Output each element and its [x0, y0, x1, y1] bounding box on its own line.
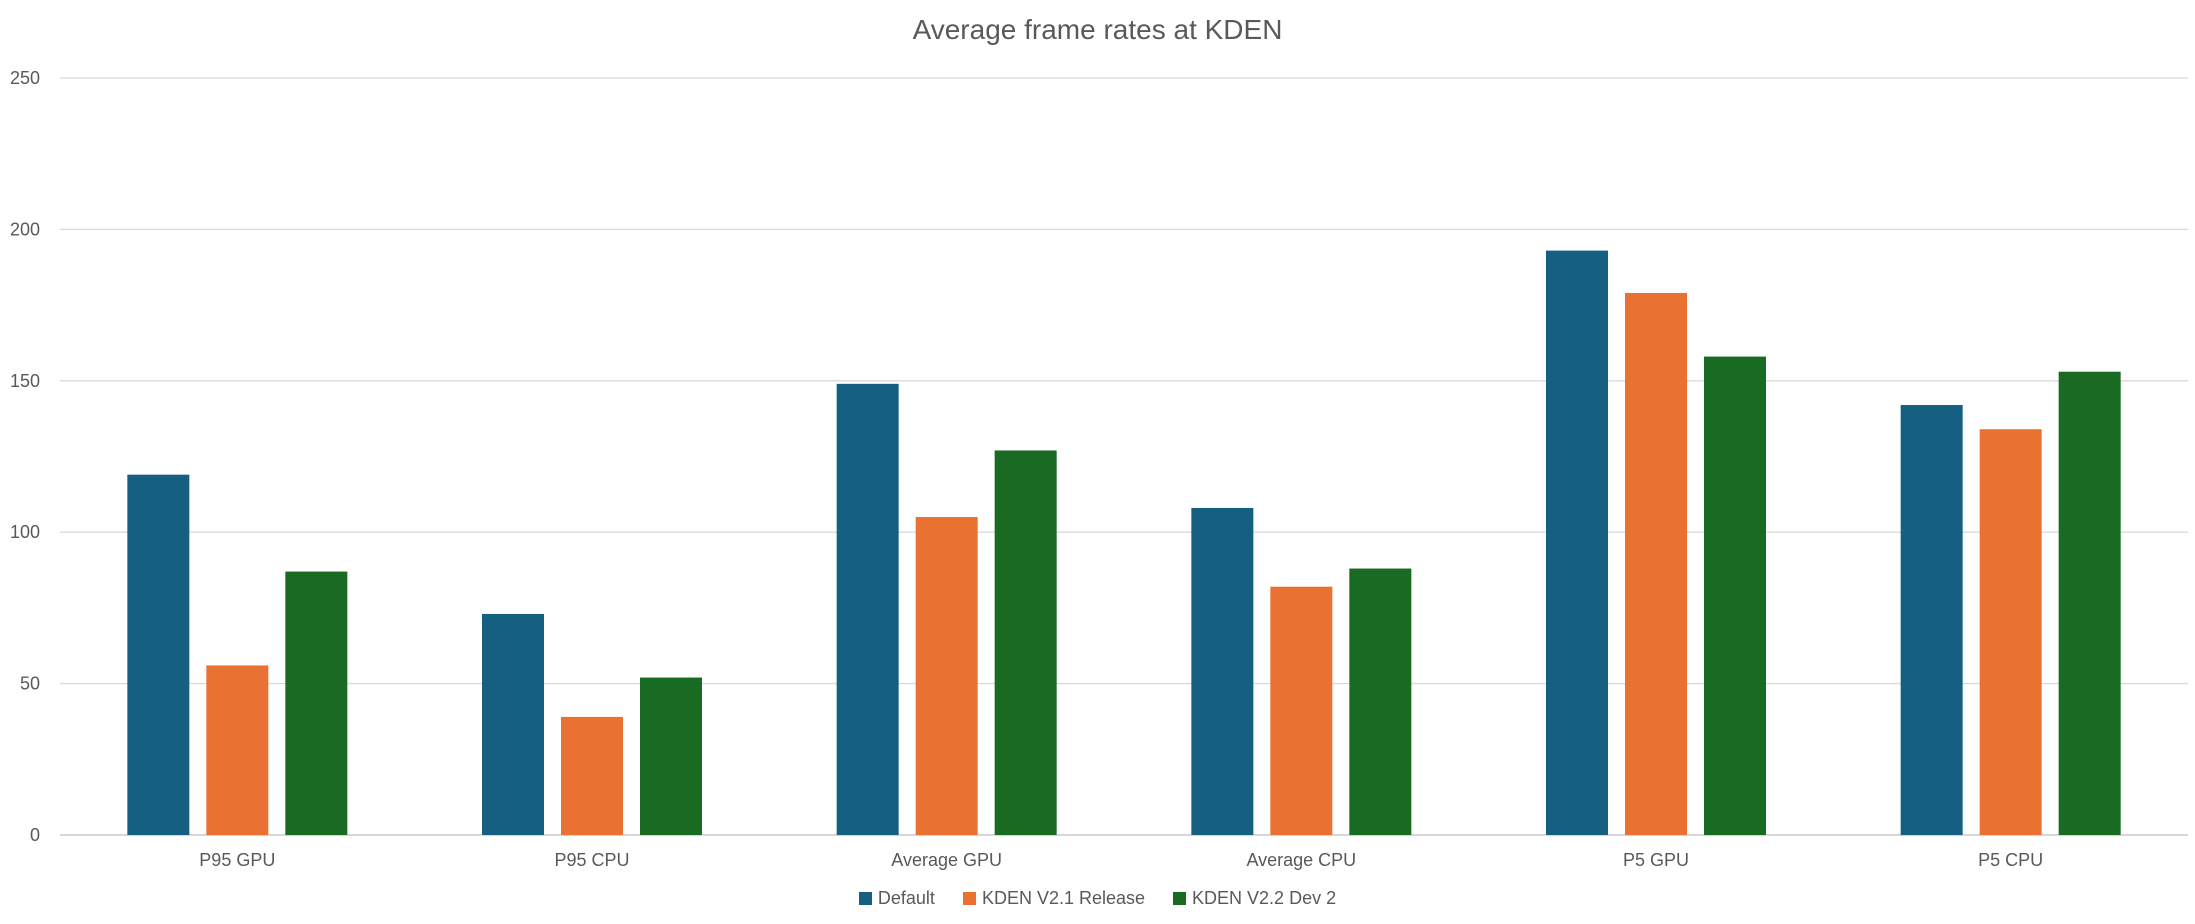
bar — [2058, 371, 2121, 835]
legend-swatch — [1173, 892, 1187, 905]
bar — [1270, 586, 1333, 835]
legend-item: Default — [858, 888, 935, 909]
x-tick-label: P95 CPU — [554, 850, 629, 870]
x-tick-label: P5 GPU — [1623, 850, 1689, 870]
x-tick-label: Average GPU — [891, 850, 1002, 870]
y-tick-label: 250 — [10, 68, 40, 88]
bar — [482, 613, 544, 835]
bar — [127, 474, 190, 835]
x-tick-label: P95 GPU — [199, 850, 275, 870]
y-axis-ticks: 0 50 100 150 200 250 — [10, 68, 40, 845]
bar — [1191, 507, 1254, 835]
legend-item: KDEN V2.1 Release — [962, 888, 1146, 909]
bar — [206, 665, 269, 835]
x-axis-ticks: P95 GPU P95 CPU Average GPU Average CPU P5 G… — [199, 850, 2043, 870]
legend-swatch — [962, 892, 976, 905]
legend-label: KDEN V2.1 Release — [981, 888, 1146, 908]
bar — [640, 677, 702, 835]
bar — [1979, 429, 2042, 835]
legend: Default KDEN V2.1 Release KDEN V2.2 Dev 2 — [0, 888, 2195, 909]
bar — [915, 517, 978, 835]
bar — [561, 716, 623, 835]
bar — [285, 571, 348, 835]
x-tick-label: Average CPU — [1246, 850, 1356, 870]
y-tick-label: 150 — [10, 371, 40, 391]
bar — [1349, 568, 1412, 835]
bar — [836, 383, 899, 835]
chart-title: Average frame rates at KDEN — [912, 14, 1283, 45]
y-tick-label: 200 — [10, 219, 40, 239]
bar — [1704, 356, 1766, 835]
x-tick-label: P5 CPU — [1978, 850, 2043, 870]
legend-swatch — [858, 892, 872, 905]
gridlines — [60, 77, 2188, 836]
bars — [127, 250, 2121, 835]
legend-item: KDEN V2.2 Dev 2 — [1173, 888, 1336, 909]
bar — [1546, 250, 1608, 835]
y-tick-label: 0 — [30, 825, 40, 845]
legend-label: Default — [877, 888, 935, 908]
y-tick-label: 100 — [10, 522, 40, 542]
bar — [1625, 292, 1687, 835]
y-tick-label: 50 — [20, 674, 40, 694]
bar — [1900, 405, 1963, 835]
bar — [994, 450, 1057, 835]
legend-label: KDEN V2.2 Dev 2 — [1192, 888, 1337, 908]
